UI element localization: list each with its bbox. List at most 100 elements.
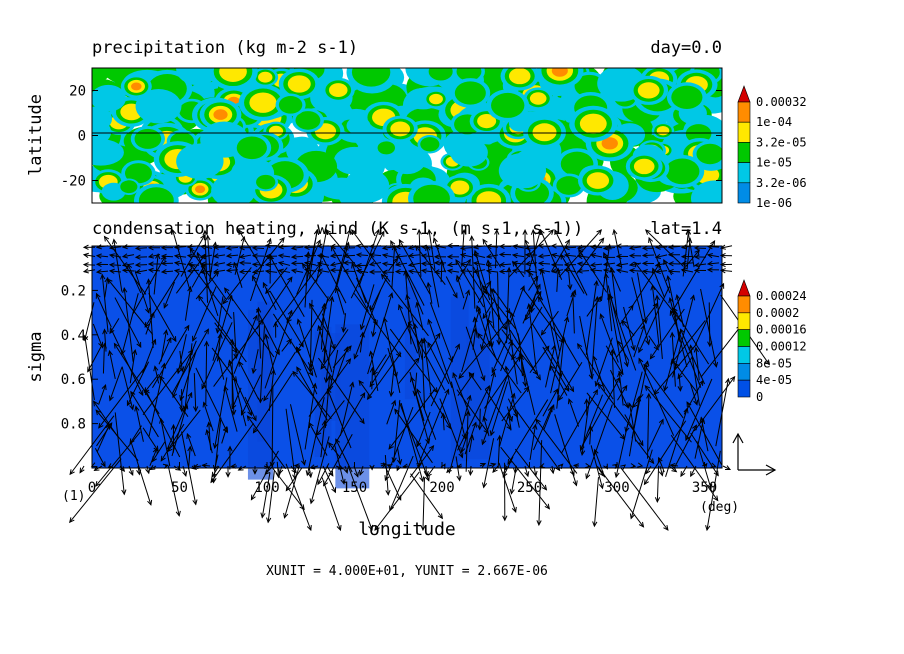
wind-vector bbox=[202, 229, 209, 303]
wind-vector bbox=[316, 228, 329, 282]
wind-vector bbox=[205, 234, 212, 280]
wind-vector bbox=[480, 311, 491, 351]
wind-vector bbox=[264, 261, 278, 267]
wind-vector bbox=[511, 253, 525, 259]
wind-vector bbox=[648, 335, 659, 351]
wind-vector bbox=[142, 427, 159, 452]
wind-vector bbox=[576, 237, 605, 274]
wind-vector bbox=[669, 331, 676, 387]
wind-vector bbox=[129, 348, 138, 384]
wind-vector bbox=[502, 456, 514, 478]
wind-vector bbox=[681, 249, 700, 272]
wind-vector bbox=[494, 228, 500, 269]
wind-vector bbox=[668, 465, 678, 473]
heating-title: condensation heating, wind (K s-1, (m s-… bbox=[92, 219, 583, 239]
wind-vector bbox=[184, 285, 193, 321]
precip-cell bbox=[253, 172, 279, 192]
wind-vector bbox=[122, 286, 134, 362]
wind-vector bbox=[368, 350, 379, 391]
wind-vector bbox=[321, 346, 328, 364]
wind-vector bbox=[102, 328, 108, 352]
heating-colorbar: 0.00024 0.0002 0.00016 0.00012 8e-05 4e-05 0 bbox=[737, 279, 807, 404]
colorbar-swatch bbox=[737, 329, 751, 347]
wind-vector bbox=[114, 412, 127, 496]
precip-cell bbox=[388, 146, 426, 175]
wind-vector bbox=[482, 238, 502, 268]
wind-vector bbox=[172, 328, 209, 393]
wind-vector bbox=[179, 350, 197, 402]
wind-vector bbox=[629, 449, 653, 520]
wind-vector bbox=[290, 465, 297, 474]
wind-vector bbox=[235, 380, 253, 417]
wind-vector bbox=[492, 465, 499, 474]
wind-vector bbox=[374, 471, 420, 531]
wind-vector bbox=[412, 372, 418, 397]
wind-vector bbox=[498, 251, 512, 258]
wind-vector bbox=[212, 377, 228, 450]
wind-vector bbox=[407, 261, 421, 268]
wind-vector bbox=[628, 268, 642, 274]
wind-vector bbox=[511, 306, 543, 361]
wind-vector bbox=[195, 367, 228, 434]
wind-vector bbox=[179, 350, 185, 373]
precip-colorbar: 0.00032 1e-04 3.2e-05 1e-05 3.2e-06 1e-06 bbox=[737, 85, 807, 210]
wind-vector bbox=[482, 371, 496, 421]
wind-vector bbox=[407, 268, 421, 275]
wind-vector bbox=[461, 228, 467, 267]
colorbar-swatch bbox=[737, 363, 751, 381]
wind-vector bbox=[577, 342, 614, 400]
wind-vector bbox=[98, 365, 147, 429]
wind-vector bbox=[159, 417, 171, 467]
wind-vector bbox=[132, 255, 166, 314]
wind-vector bbox=[455, 258, 485, 308]
wind-vector bbox=[396, 447, 403, 466]
wind-vector bbox=[469, 235, 476, 309]
wind-vector bbox=[455, 274, 465, 299]
colorbar-label: 0.00032 bbox=[756, 95, 807, 109]
wind-vector bbox=[409, 444, 435, 478]
colorbar-swatch bbox=[737, 101, 751, 123]
precip-cell bbox=[232, 133, 272, 163]
wind-vector bbox=[162, 463, 169, 469]
wind-vector bbox=[398, 238, 431, 295]
wind-vector bbox=[130, 390, 159, 438]
wind-vector bbox=[167, 465, 181, 517]
wind-vector bbox=[653, 343, 698, 396]
wind-vector bbox=[398, 357, 420, 384]
wind-vector bbox=[710, 462, 717, 468]
precip-cell bbox=[208, 68, 258, 91]
wind-vector bbox=[225, 253, 239, 259]
wind-vector bbox=[498, 462, 517, 514]
precip-cell bbox=[500, 68, 539, 91]
wind-vector bbox=[722, 465, 732, 471]
wind-vector bbox=[512, 260, 525, 278]
wind-vector bbox=[506, 266, 512, 344]
colorbar-label: 3.2e-05 bbox=[756, 135, 807, 149]
wind-vector bbox=[388, 388, 436, 450]
wind-vector bbox=[420, 477, 426, 532]
wind-vector bbox=[285, 463, 312, 532]
wind-vector bbox=[528, 270, 543, 301]
wind-vector bbox=[600, 243, 612, 302]
wind-vector bbox=[144, 273, 180, 328]
wind-vector bbox=[457, 385, 490, 451]
colorbar-label: 3.2e-06 bbox=[756, 176, 807, 190]
wind-vector bbox=[134, 270, 151, 314]
precip-title: precipitation (kg m-2 s-1) bbox=[92, 38, 358, 58]
precip-y-tick-label: 20 bbox=[69, 84, 86, 100]
wind-vector bbox=[430, 343, 460, 407]
wind-vector bbox=[351, 229, 391, 282]
wind-vector bbox=[215, 296, 224, 334]
precip-cell bbox=[275, 93, 306, 117]
colorbar-extend-triangle bbox=[737, 279, 751, 297]
wind-vector bbox=[719, 261, 733, 268]
wind-vector bbox=[143, 373, 159, 394]
wind-vector bbox=[628, 253, 642, 259]
wind-vector bbox=[251, 269, 265, 275]
wind-vector bbox=[530, 228, 539, 294]
heating-y-tick-label: 0.2 bbox=[61, 283, 86, 299]
wind-vector bbox=[238, 260, 252, 266]
wind-vector bbox=[549, 465, 556, 475]
wind-vector bbox=[496, 434, 503, 468]
wind-vector bbox=[542, 346, 570, 392]
